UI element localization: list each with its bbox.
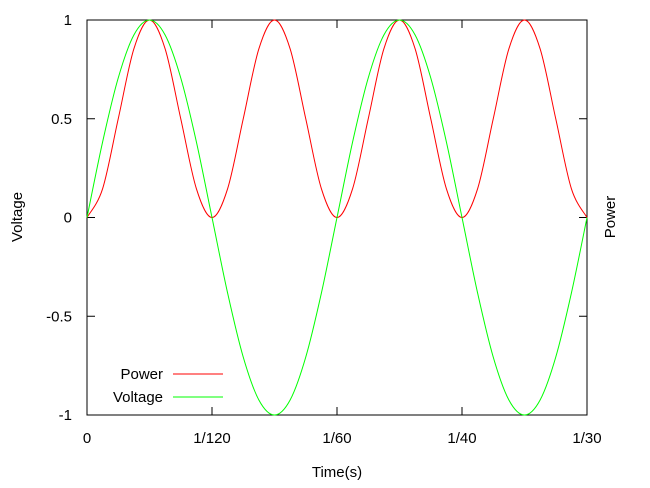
series-line-voltage: [86, 19, 588, 416]
legend-label: Voltage: [113, 389, 163, 406]
y-tick-label: -0.5: [46, 308, 72, 325]
x-tick-label: 1/60: [322, 430, 351, 447]
y-tick-label: -1: [59, 407, 72, 424]
x-axis-label: Time(s): [312, 464, 362, 481]
y-axis-label: Voltage: [9, 192, 26, 242]
y-tick-label: 1: [64, 12, 72, 29]
legend: Power Voltage: [113, 366, 223, 406]
axis-ticks: [86, 19, 588, 416]
y-tick-label: 0: [64, 210, 72, 227]
series-line-power: [86, 19, 588, 219]
legend-label: Power: [120, 366, 163, 383]
x-tick-label: 1/120: [193, 430, 231, 447]
tick-labels: 0 1/120 1/60 1/40 1/30 1 0.5 0 -0.5 -1: [46, 12, 601, 447]
y2-axis-label: Power: [602, 196, 619, 239]
series-lines: [86, 19, 588, 416]
x-tick-label: 1/30: [572, 430, 601, 447]
x-tick-label: 0: [83, 430, 91, 447]
x-tick-label: 1/40: [447, 430, 476, 447]
y-tick-label: 0.5: [51, 111, 72, 128]
